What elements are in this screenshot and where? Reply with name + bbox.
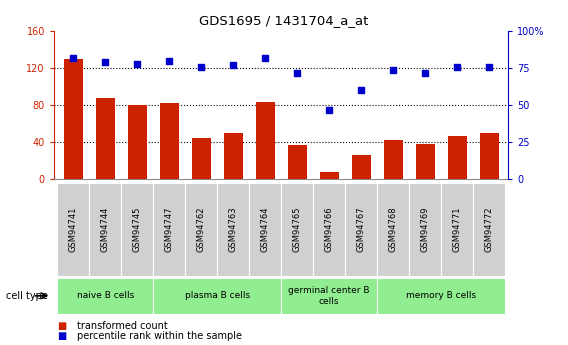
Text: GSM94767: GSM94767	[357, 207, 366, 252]
Text: GSM94744: GSM94744	[101, 207, 110, 252]
Text: GSM94768: GSM94768	[389, 207, 398, 252]
Text: GSM94745: GSM94745	[133, 207, 141, 252]
Text: GSM94769: GSM94769	[421, 207, 429, 252]
Bar	[95, 98, 115, 179]
Point	[485, 64, 494, 69]
Point	[293, 70, 302, 75]
Bar	[448, 136, 467, 179]
Bar	[320, 172, 339, 179]
Text: GSM94765: GSM94765	[293, 207, 302, 252]
Text: GSM94766: GSM94766	[325, 207, 333, 252]
Text: transformed count: transformed count	[77, 321, 168, 331]
Text: GSM94771: GSM94771	[453, 207, 462, 252]
Point	[165, 58, 174, 63]
Point	[132, 61, 141, 67]
Bar	[191, 138, 211, 179]
Text: GSM94772: GSM94772	[485, 207, 494, 252]
Bar	[479, 133, 499, 179]
Text: ■: ■	[57, 321, 66, 331]
Text: germinal center B
cells: germinal center B cells	[289, 286, 370, 306]
Bar	[224, 133, 243, 179]
Text: GSM94747: GSM94747	[165, 207, 174, 252]
Bar	[416, 144, 435, 179]
Bar	[64, 59, 83, 179]
Bar	[256, 102, 275, 179]
Point	[101, 59, 110, 65]
Bar	[128, 105, 147, 179]
Text: GSM94762: GSM94762	[197, 207, 206, 252]
Point	[421, 70, 430, 75]
Text: naive B cells: naive B cells	[77, 291, 134, 300]
Point	[228, 62, 237, 68]
Point	[325, 107, 334, 112]
Text: memory B cells: memory B cells	[406, 291, 476, 300]
Text: plasma B cells: plasma B cells	[185, 291, 250, 300]
Point	[357, 88, 366, 93]
Text: GSM94741: GSM94741	[69, 207, 78, 252]
Point	[69, 55, 78, 60]
Point	[261, 55, 270, 60]
Point	[197, 64, 206, 69]
Text: GDS1695 / 1431704_a_at: GDS1695 / 1431704_a_at	[199, 14, 369, 27]
Text: percentile rank within the sample: percentile rank within the sample	[77, 332, 241, 341]
Text: GSM94764: GSM94764	[261, 207, 270, 252]
Bar	[287, 145, 307, 179]
Text: GSM94763: GSM94763	[229, 207, 237, 252]
Bar	[160, 104, 179, 179]
Point	[389, 67, 398, 72]
Point	[453, 64, 462, 69]
Bar	[383, 140, 403, 179]
Text: ■: ■	[57, 332, 66, 341]
Bar	[352, 155, 371, 179]
Text: cell type: cell type	[6, 291, 48, 301]
